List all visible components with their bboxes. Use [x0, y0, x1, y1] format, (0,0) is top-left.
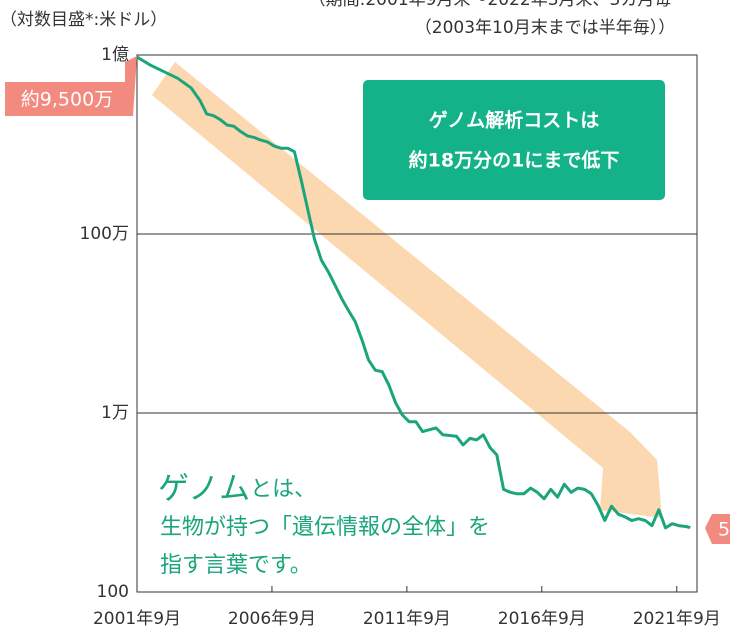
x-tick-label: 2011年9月 [363, 609, 451, 629]
period-note: （2003年10月末までは半年毎）） [415, 18, 675, 38]
x-tick-label: 2021年9月 [633, 609, 721, 629]
end-label: 5 [718, 519, 730, 541]
period-note: （期間:2001年9月末～2022年3月末、3カ月毎 [309, 0, 672, 10]
y-axis-label: （対数目盛*:米ドル） [0, 10, 167, 30]
callout-text: 約18万分の1にまで低下 [409, 149, 620, 172]
end-label-box [705, 514, 730, 544]
note-word: ゲノム [158, 471, 250, 507]
trend-arrow [152, 62, 662, 518]
start-label: 約9,500万 [21, 89, 113, 111]
cost-line [136, 55, 691, 530]
y-tick-label: 1万 [101, 403, 129, 423]
note-word: とは、 [250, 477, 316, 502]
note-text: 生物が持つ「遺伝情報の全体」を [160, 515, 490, 540]
y-tick-label: 1億 [101, 45, 129, 65]
x-tick-label: 2016年9月 [498, 609, 586, 629]
start-label-box [5, 56, 137, 116]
y-tick-label: 100 [97, 582, 129, 602]
x-tick-label: 2006年9月 [228, 609, 316, 629]
callout-box [363, 80, 665, 200]
note-text: 指す言葉です。 [160, 553, 312, 578]
y-tick-label: 100万 [80, 224, 129, 244]
callout-text: ゲノム解析コストは [429, 109, 599, 132]
note-text: ゲノムとは、 [158, 471, 316, 507]
x-tick-label: 2001年9月 [93, 609, 181, 629]
